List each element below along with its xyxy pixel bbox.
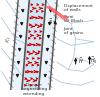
Text: $\vec{H}_0$: $\vec{H}_0$ <box>90 55 98 66</box>
Text: Joint
of grains: Joint of grains <box>64 27 83 36</box>
Polygon shape <box>22 0 46 90</box>
Text: Paroi
de Bloch: Paroi de Bloch <box>64 15 83 23</box>
Text: Domain
magnetizing
extending: Domain magnetizing extending <box>20 83 48 96</box>
Text: $\vec{\delta}$: $\vec{\delta}$ <box>48 17 53 27</box>
Text: $K_1$: $K_1$ <box>3 34 14 44</box>
Polygon shape <box>11 0 57 90</box>
Text: Displacement
of walls: Displacement of walls <box>64 4 94 12</box>
Text: $\vec{H}$: $\vec{H}$ <box>78 56 83 66</box>
